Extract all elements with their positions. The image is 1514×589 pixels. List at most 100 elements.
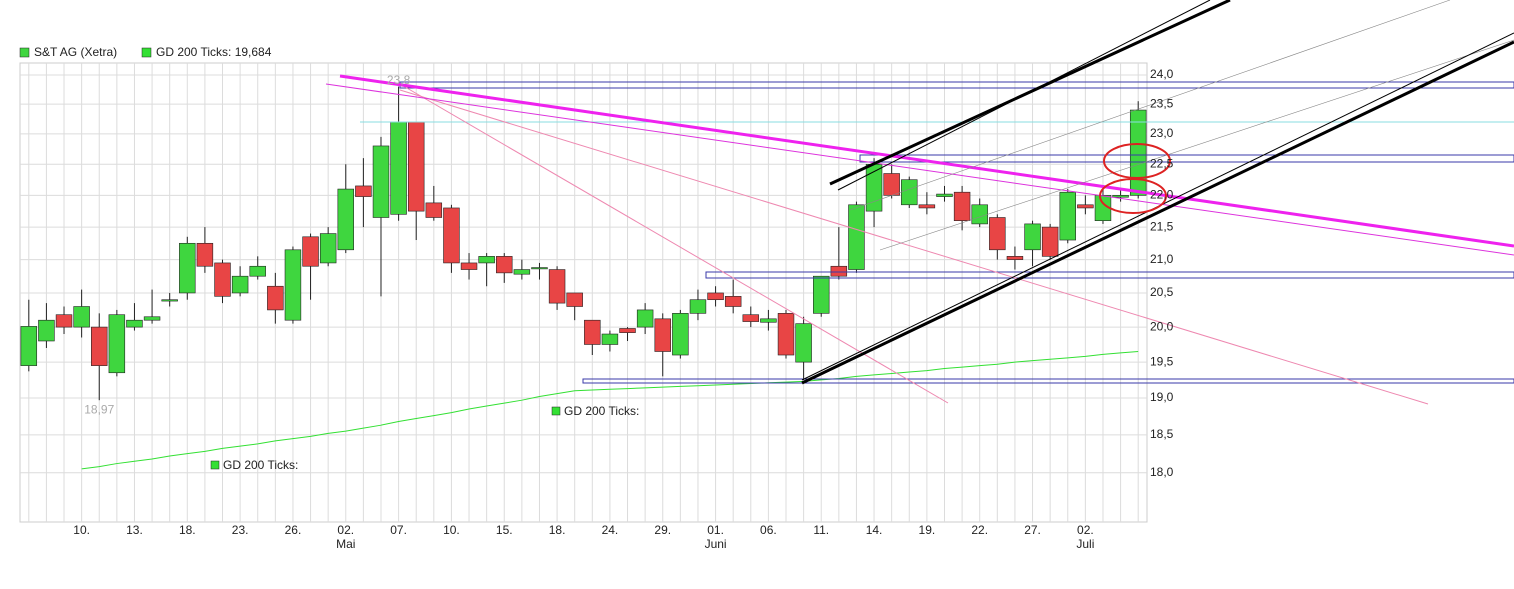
candle-body bbox=[636, 309, 654, 328]
y-tick-label: 22,5 bbox=[1150, 156, 1174, 170]
candle-body bbox=[989, 217, 1006, 251]
channel-line bbox=[801, 40, 1514, 385]
x-tick-label: 15. bbox=[496, 523, 513, 537]
candle-body bbox=[619, 328, 636, 333]
candle-body bbox=[390, 121, 407, 215]
x-tick-label: 24. bbox=[602, 523, 619, 537]
x-month-label: Juli bbox=[1076, 537, 1094, 551]
annotation: 23,8 bbox=[387, 73, 411, 87]
candle-body bbox=[548, 269, 566, 304]
candle-body bbox=[1112, 195, 1129, 198]
trend-line bbox=[325, 83, 1514, 256]
candle-body bbox=[126, 319, 143, 328]
channel-line bbox=[849, 0, 1451, 211]
candle-body bbox=[443, 207, 460, 264]
y-tick-label: 20,0 bbox=[1150, 319, 1174, 333]
candle-body bbox=[707, 292, 724, 301]
channel-line bbox=[879, 39, 1514, 251]
y-tick-label: 19,0 bbox=[1150, 390, 1174, 404]
candle-body bbox=[231, 275, 249, 294]
candle-body bbox=[813, 275, 830, 314]
x-tick-label: 06. bbox=[760, 523, 777, 537]
candle-body bbox=[355, 185, 372, 197]
line-label: GD 200 Ticks: bbox=[564, 404, 639, 418]
x-tick-label: 02. bbox=[1077, 523, 1094, 537]
level-box bbox=[859, 154, 1514, 163]
candle-body bbox=[918, 204, 936, 209]
candle-body bbox=[936, 193, 953, 197]
grid bbox=[20, 63, 1147, 522]
y-tick-label: 18,5 bbox=[1150, 427, 1174, 441]
candle-body bbox=[830, 265, 848, 277]
candle-body bbox=[91, 326, 108, 366]
candle-body bbox=[724, 296, 742, 307]
legend-label: GD 200 Ticks: 19,684 bbox=[156, 45, 272, 59]
highlight-circle bbox=[1103, 143, 1171, 179]
trend-line bbox=[399, 83, 949, 404]
x-tick-label: 29. bbox=[654, 523, 671, 537]
x-tick-label: 23. bbox=[232, 523, 249, 537]
y-tick-label: 23,0 bbox=[1150, 126, 1174, 140]
x-tick-label: 10. bbox=[443, 523, 460, 537]
drawings bbox=[325, 0, 1514, 405]
y-tick-label: 21,0 bbox=[1150, 252, 1174, 266]
candle-body bbox=[284, 249, 302, 321]
candle-body bbox=[249, 265, 266, 277]
level-box bbox=[399, 81, 1514, 89]
candle-body bbox=[302, 236, 319, 267]
legend-swatch bbox=[19, 47, 30, 58]
x-tick-label: 18. bbox=[179, 523, 196, 537]
x-tick-label: 13. bbox=[126, 523, 143, 537]
y-tick-label: 18,0 bbox=[1150, 465, 1174, 479]
candle-body bbox=[38, 319, 55, 342]
label-swatch bbox=[210, 460, 220, 470]
candle-body bbox=[372, 145, 390, 218]
legend: S&T AG (Xetra) GD 200 Ticks: 19,684 bbox=[19, 45, 272, 59]
x-tick-label: 22. bbox=[971, 523, 988, 537]
legend-label: S&T AG (Xetra) bbox=[34, 45, 117, 59]
y-tick-label: 20,5 bbox=[1150, 285, 1174, 299]
candle-body bbox=[478, 256, 495, 264]
x-tick-label: 14. bbox=[866, 523, 883, 537]
candle-body bbox=[584, 319, 601, 345]
candle-body bbox=[566, 292, 583, 307]
candle-body bbox=[407, 121, 425, 212]
candle-body bbox=[795, 323, 812, 363]
level-box bbox=[705, 271, 1514, 279]
x-month-label: Juni bbox=[705, 537, 727, 551]
trend-line bbox=[399, 89, 1429, 405]
candle-body bbox=[179, 242, 196, 294]
y-tick-label: 22,0 bbox=[1150, 188, 1174, 202]
y-tick-label: 24,0 bbox=[1150, 67, 1174, 81]
x-tick-label: 02. bbox=[337, 523, 354, 537]
x-tick-label: 26. bbox=[285, 523, 302, 537]
annotation: 18,97 bbox=[84, 402, 114, 416]
legend-swatch bbox=[141, 47, 152, 58]
x-tick-label: 19. bbox=[919, 523, 936, 537]
candle-body bbox=[953, 191, 971, 221]
candle-body bbox=[1006, 256, 1024, 260]
candle-body bbox=[848, 204, 865, 270]
x-tick-label: 18. bbox=[549, 523, 566, 537]
candle-body bbox=[901, 179, 918, 206]
candle-body bbox=[760, 318, 777, 323]
channel-line bbox=[829, 0, 1231, 186]
candle-body bbox=[214, 262, 231, 297]
candle-body bbox=[1041, 226, 1059, 257]
candle-body bbox=[108, 314, 126, 374]
candle-body bbox=[143, 316, 161, 321]
candle-body bbox=[425, 202, 443, 218]
level-box bbox=[582, 378, 1514, 384]
x-month-label: Mai bbox=[336, 537, 355, 551]
candle-body bbox=[1077, 204, 1094, 209]
candle-body bbox=[20, 326, 38, 366]
candle-body bbox=[267, 285, 284, 311]
candle-body bbox=[971, 204, 988, 225]
marks bbox=[20, 86, 1147, 470]
candle-body bbox=[55, 314, 73, 328]
candle-body bbox=[196, 242, 214, 267]
x-tick-label: 10. bbox=[73, 523, 90, 537]
x-tick-label: 01. bbox=[707, 523, 724, 537]
candle-body bbox=[689, 299, 707, 314]
